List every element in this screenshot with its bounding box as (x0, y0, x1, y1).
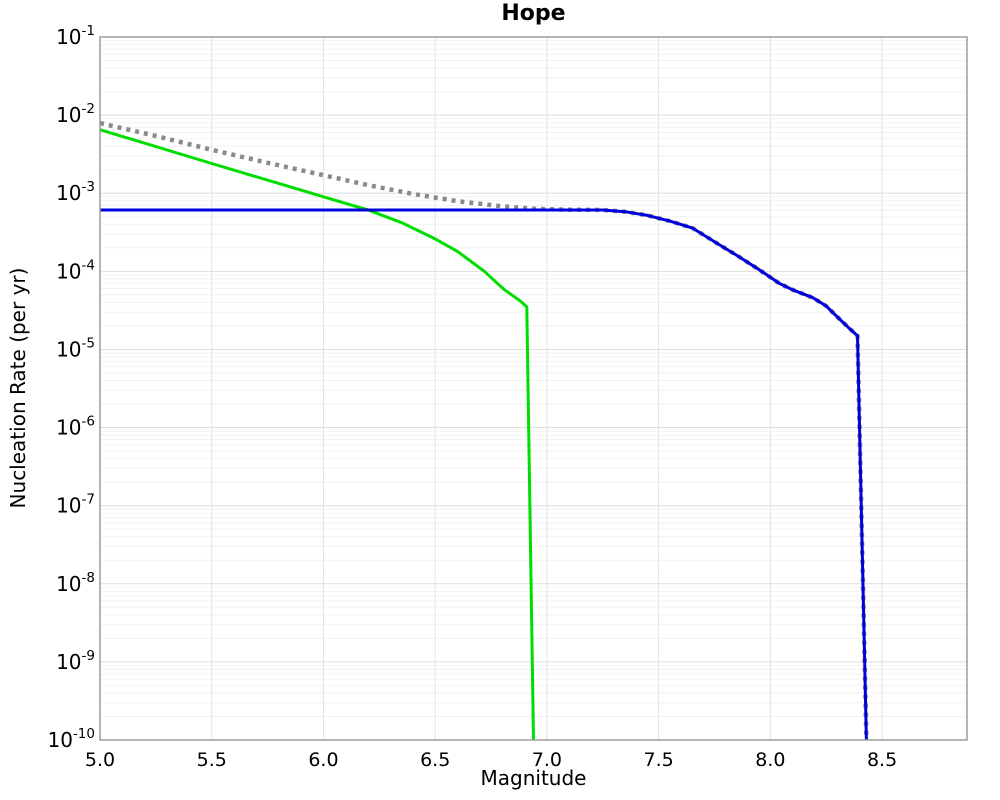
series-total-rate-dotted (100, 120, 869, 740)
x-tick-label: 5.5 (197, 749, 227, 771)
series-blue-capped-rate (100, 208, 868, 740)
chart-title: Hope (501, 1, 566, 26)
y-tick-label: 10-8 (56, 570, 95, 596)
y-tick-label: 10-4 (56, 257, 95, 283)
y-tick-label: 10-6 (56, 414, 95, 440)
x-tick-label: 8.5 (867, 749, 897, 771)
x-tick-label: 5.0 (85, 749, 115, 771)
x-axis-label: Magnitude (480, 766, 587, 790)
x-tick-label: 8.0 (755, 749, 785, 771)
x-tick-label: 6.0 (308, 749, 338, 771)
x-tick-label: 7.5 (644, 749, 674, 771)
plot-border (99, 36, 968, 741)
y-tick-label: 10-1 (56, 23, 95, 49)
y-tick-label: 10-10 (47, 726, 95, 752)
y-tick-label: 10-7 (56, 492, 95, 518)
y-tick-label: 10-5 (56, 335, 95, 361)
series-green-source-rate (100, 128, 535, 740)
y-tick-label: 10-9 (56, 648, 95, 674)
y-tick-label: 10-2 (56, 101, 95, 127)
x-tick-label: 6.5 (420, 749, 450, 771)
x-tick-label: 7.0 (532, 749, 562, 771)
series-group (100, 120, 869, 740)
y-axis-label: Nucleation Rate (per yr) (6, 267, 30, 509)
y-tick-label: 10-3 (56, 179, 95, 205)
